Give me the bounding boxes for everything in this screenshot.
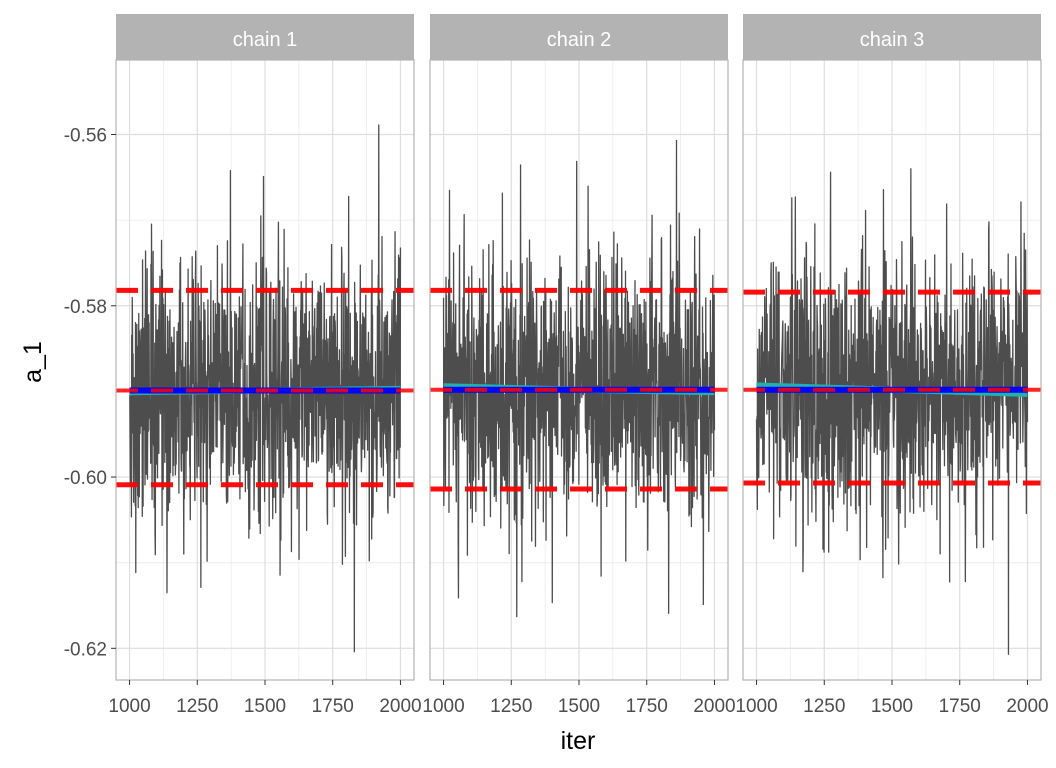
x-tick-label: 1750	[626, 696, 668, 717]
facet-strip-label: chain 3	[860, 29, 925, 51]
facet-panel: chain 1 1000 1250 1500 1750 2000	[108, 14, 422, 717]
y-axis: -0.62 -0.60 -0.58 -0.56	[64, 126, 116, 660]
facet-panel: chain 3 1000 1250 1500 1750 2000	[735, 14, 1049, 717]
x-tick-label: 1000	[735, 696, 777, 717]
facet-strip-label: chain 1	[233, 29, 298, 51]
facet-strip	[743, 14, 1041, 60]
trace-line	[442, 139, 716, 618]
y-tick-label: -0.60	[64, 468, 107, 489]
trace-line	[128, 124, 402, 653]
trace-line	[755, 168, 1029, 655]
y-tick-label: -0.56	[64, 126, 107, 147]
x-tick-label: 1750	[939, 696, 981, 717]
x-axis-title: iter	[561, 727, 596, 755]
facet-panel: chain 2 1000 1250 1500 1750 2000	[422, 14, 736, 717]
x-tick-label: 1250	[176, 696, 218, 717]
x-tick-label: 1500	[871, 696, 913, 717]
x-tick-label: 1500	[558, 696, 600, 717]
y-tick-label: -0.58	[64, 297, 107, 318]
x-tick-label: 1750	[312, 696, 354, 717]
x-tick-label: 1000	[108, 696, 150, 717]
facet-strip	[430, 14, 728, 60]
x-tick-label: 1500	[244, 696, 286, 717]
x-tick-label: 2000	[379, 696, 421, 717]
y-tick-label: -0.62	[64, 639, 107, 660]
facet-strip-label: chain 2	[547, 29, 612, 51]
facet-strip	[116, 14, 414, 60]
y-axis-title: a_1	[19, 341, 47, 383]
x-tick-label: 2000	[693, 696, 735, 717]
x-tick-label: 1250	[803, 696, 845, 717]
x-tick-label: 1250	[490, 696, 532, 717]
x-tick-label: 1000	[422, 696, 464, 717]
facet-panels: chain 1 1000 1250 1500 1750 2000 chain 2 1000 12…	[108, 14, 1049, 717]
x-tick-label: 2000	[1006, 696, 1048, 717]
